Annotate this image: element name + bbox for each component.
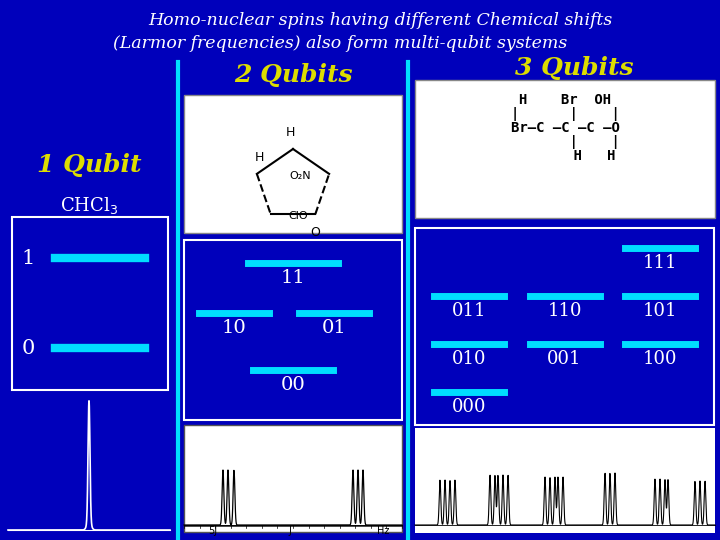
Text: H: H: [255, 151, 264, 164]
Text: H   H: H H: [515, 149, 616, 163]
Text: CHCl$_3$: CHCl$_3$: [60, 194, 118, 215]
Text: 11: 11: [281, 269, 305, 287]
Text: ClO: ClO: [289, 211, 308, 221]
Bar: [12, 217, 168, 390]
Text: 0: 0: [22, 339, 35, 357]
Text: 3 Qubits: 3 Qubits: [515, 56, 634, 80]
Text: Br–C –C –C –O: Br–C –C –C –O: [510, 121, 619, 135]
Text: Homo-nuclear spins having different Chemical shifts: Homo-nuclear spins having different Chem…: [148, 12, 612, 29]
Bar: [8, 400, 170, 532]
Text: 101: 101: [643, 302, 678, 320]
Text: 100: 100: [643, 350, 678, 368]
Text: J: J: [289, 526, 292, 536]
Text: (Larmor frequencies) also form multi-qubit systems: (Larmor frequencies) also form multi-qub…: [113, 35, 567, 52]
Text: H: H: [285, 126, 294, 139]
Bar: [415, 80, 715, 218]
Text: |    |: | |: [510, 135, 619, 149]
Text: 2 Qubits: 2 Qubits: [234, 63, 352, 87]
Text: 00: 00: [281, 376, 305, 394]
Text: 10: 10: [222, 319, 246, 337]
Text: 000: 000: [451, 398, 486, 416]
Text: 011: 011: [451, 302, 486, 320]
Text: 1: 1: [22, 248, 35, 267]
Text: 5J: 5J: [208, 526, 217, 536]
Text: 1 Qubit: 1 Qubit: [37, 153, 141, 177]
Bar: [415, 228, 714, 425]
Bar: [184, 425, 402, 532]
Text: 110: 110: [547, 302, 582, 320]
Text: 01: 01: [322, 319, 346, 337]
Text: 111: 111: [643, 254, 678, 272]
Text: O: O: [310, 226, 320, 239]
Text: Hz: Hz: [377, 526, 390, 536]
Text: H    Br  OH: H Br OH: [519, 93, 611, 107]
Bar: [415, 428, 715, 533]
Bar: [184, 95, 402, 233]
Text: |      |    |: | | |: [510, 107, 619, 121]
Text: O₂N: O₂N: [289, 171, 311, 181]
Text: 001: 001: [547, 350, 582, 368]
Bar: [184, 240, 402, 420]
Text: 010: 010: [451, 350, 486, 368]
